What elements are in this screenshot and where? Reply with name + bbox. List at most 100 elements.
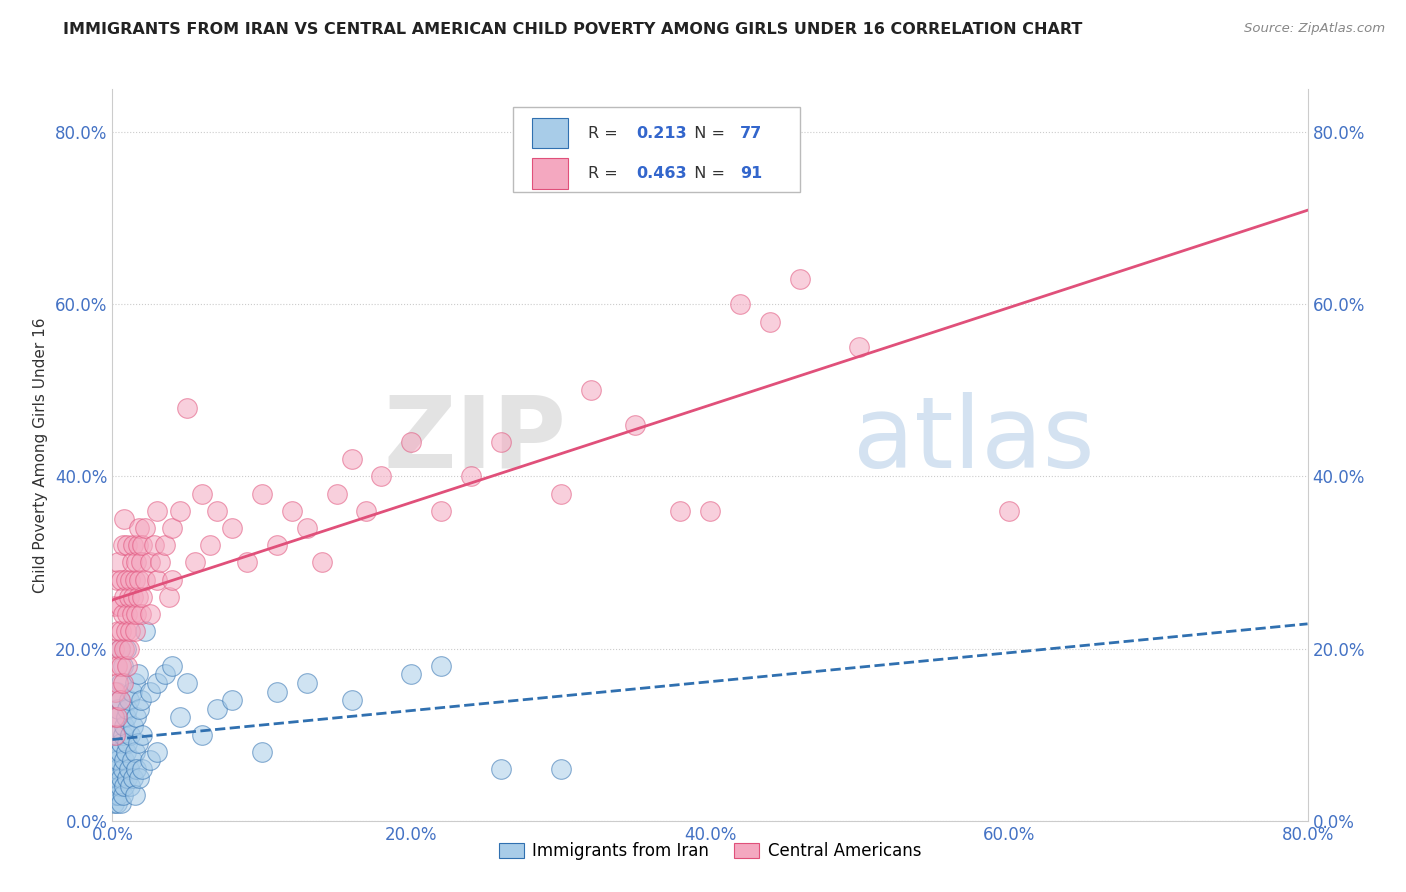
Point — [110, 736, 132, 750]
Point — [430, 658, 453, 673]
Text: IMMIGRANTS FROM IRAN VS CENTRAL AMERICAN CHILD POVERTY AMONG GIRLS UNDER 16 CORR: IMMIGRANTS FROM IRAN VS CENTRAL AMERICAN… — [63, 22, 1083, 37]
Point — [356, 504, 378, 518]
Point — [236, 556, 259, 570]
Point — [176, 401, 198, 415]
Point — [105, 684, 128, 698]
FancyBboxPatch shape — [531, 158, 568, 189]
Point — [114, 779, 135, 793]
Point — [401, 435, 423, 450]
Point — [191, 486, 214, 500]
Point — [127, 667, 149, 681]
Point — [250, 745, 273, 759]
Point — [624, 417, 647, 432]
Text: atlas: atlas — [853, 392, 1095, 489]
Point — [127, 538, 149, 552]
Point — [205, 504, 228, 518]
Point — [128, 771, 150, 785]
Point — [107, 624, 129, 639]
Point — [198, 538, 221, 552]
Point — [295, 676, 318, 690]
Point — [103, 797, 125, 811]
Point — [104, 684, 127, 698]
Point — [169, 710, 191, 724]
Point — [460, 469, 482, 483]
Point — [117, 538, 139, 552]
Point — [125, 710, 148, 724]
Point — [107, 556, 129, 570]
Point — [111, 676, 134, 690]
Point — [699, 504, 721, 518]
Point — [128, 521, 150, 535]
Point — [669, 504, 692, 518]
Point — [114, 512, 135, 526]
Point — [104, 788, 127, 802]
Point — [128, 702, 150, 716]
Point — [115, 710, 138, 724]
Point — [162, 521, 183, 535]
Point — [115, 624, 138, 639]
Point — [122, 771, 145, 785]
Point — [107, 753, 129, 767]
Point — [114, 719, 135, 733]
Point — [104, 745, 127, 759]
Point — [117, 607, 139, 621]
Point — [108, 779, 131, 793]
Point — [205, 702, 228, 716]
Point — [107, 702, 129, 716]
Point — [114, 641, 135, 656]
Point — [295, 521, 318, 535]
Text: 0.463: 0.463 — [636, 166, 686, 181]
Point — [146, 573, 169, 587]
Point — [118, 762, 141, 776]
FancyBboxPatch shape — [531, 118, 568, 148]
Point — [153, 538, 176, 552]
Point — [103, 641, 125, 656]
Point — [127, 590, 149, 604]
Point — [266, 538, 288, 552]
Point — [128, 573, 150, 587]
Point — [103, 771, 125, 785]
Point — [108, 745, 131, 759]
Text: 0.213: 0.213 — [636, 126, 686, 141]
Point — [550, 486, 572, 500]
Point — [114, 753, 135, 767]
Point — [848, 340, 870, 354]
Point — [143, 538, 166, 552]
Point — [125, 762, 148, 776]
Point — [430, 504, 453, 518]
Point — [131, 590, 153, 604]
Point — [131, 538, 153, 552]
Point — [134, 573, 156, 587]
Point — [118, 590, 141, 604]
Point — [340, 452, 363, 467]
Point — [129, 607, 152, 621]
Point — [108, 693, 131, 707]
Point — [124, 624, 146, 639]
FancyBboxPatch shape — [513, 108, 800, 192]
Point — [120, 573, 142, 587]
Point — [117, 702, 139, 716]
Point — [131, 762, 153, 776]
Point — [183, 556, 205, 570]
Point — [108, 641, 131, 656]
Point — [104, 599, 127, 613]
Point — [115, 573, 138, 587]
Point — [125, 556, 148, 570]
Point — [122, 719, 145, 733]
Point — [120, 779, 142, 793]
Point — [579, 384, 602, 398]
Text: Source: ZipAtlas.com: Source: ZipAtlas.com — [1244, 22, 1385, 36]
Point — [103, 753, 125, 767]
Point — [121, 684, 143, 698]
Point — [134, 521, 156, 535]
Point — [122, 590, 145, 604]
Point — [129, 556, 152, 570]
Point — [108, 599, 131, 613]
Point — [146, 676, 169, 690]
Point — [759, 314, 782, 328]
Point — [139, 556, 162, 570]
Point — [550, 762, 572, 776]
Point — [139, 684, 162, 698]
Point — [110, 573, 132, 587]
Point — [105, 762, 128, 776]
